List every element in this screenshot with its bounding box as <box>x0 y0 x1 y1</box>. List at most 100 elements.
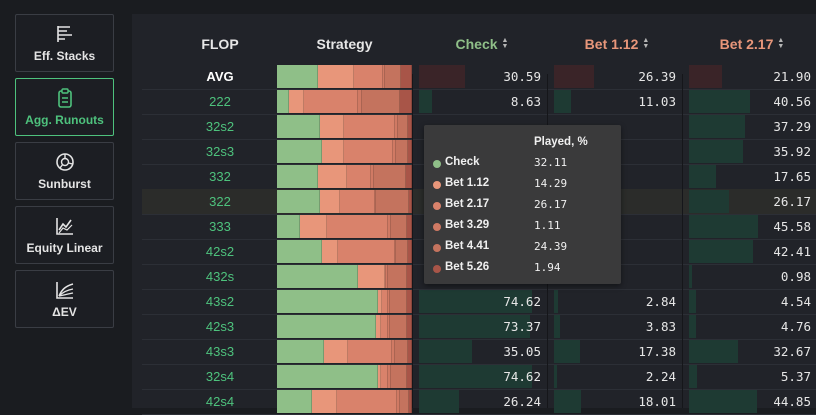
strategy-bar[interactable] <box>277 315 412 338</box>
value-bar <box>689 315 697 338</box>
value-bar <box>689 340 739 363</box>
strategy-bar[interactable] <box>277 65 412 88</box>
strategy-segment <box>397 115 409 138</box>
strategy-segment <box>383 65 385 88</box>
value-text: 74.62 <box>503 369 541 384</box>
strategy-segment <box>317 165 348 188</box>
bet2-cell: 35.92 <box>687 139 816 164</box>
tooltip-value: 32.11 <box>534 156 568 169</box>
strategy-segment <box>321 240 338 263</box>
check-cell: 8.63 <box>417 89 547 114</box>
table-row[interactable]: 32s4 74.62 2.24 5.37 <box>142 364 816 390</box>
table-row[interactable]: 332 17.65 <box>142 164 816 190</box>
value-text: 4.54 <box>780 294 811 309</box>
strategy-bar[interactable] <box>277 190 412 213</box>
value-bar <box>419 365 532 388</box>
bet1-cell: 11.03 <box>552 89 682 114</box>
average-row[interactable]: AVG 30.59 26.39 21.90 <box>142 64 816 90</box>
strategy-segment <box>397 390 400 413</box>
strategy-segment <box>376 190 410 213</box>
table-row[interactable]: 32s3 35.92 <box>142 139 816 165</box>
strategy-segment <box>408 240 412 263</box>
strategy-segment <box>344 140 393 163</box>
sidebar-item-eff-stacks[interactable]: Eff. Stacks <box>15 14 114 72</box>
legend-dot-icon <box>433 202 441 210</box>
tooltip-header: Played, % <box>534 136 588 148</box>
table-row[interactable]: 42s4 26.24 18.01 44.85 <box>142 389 816 415</box>
table-row[interactable]: 432s 0.98 <box>142 264 816 290</box>
strategy-segment <box>407 215 412 238</box>
strategy-bar[interactable] <box>277 265 412 288</box>
sidebar-item-label: ΔEV <box>52 305 77 319</box>
header-bet-2-17[interactable]: Bet 2.17 ▲ ▼ <box>719 36 785 52</box>
column-divider <box>412 74 413 408</box>
tooltip-value: 26.17 <box>534 198 568 211</box>
tooltip-row: Bet 1.12 14.29 <box>433 177 613 197</box>
value-text: 17.65 <box>773 169 811 184</box>
tooltip-label: Bet 3.29 <box>445 219 490 231</box>
strategy-segment <box>321 140 345 163</box>
value-bar <box>419 90 433 113</box>
strategy-segment <box>406 290 412 313</box>
table-row[interactable]: 43s2 74.62 2.84 4.54 <box>142 289 816 315</box>
bet2-cell: 26.17 <box>687 189 816 214</box>
value-bar <box>554 65 594 88</box>
table-row[interactable]: 42s3 73.37 3.83 4.76 <box>142 314 816 340</box>
check-cell: 26.24 <box>417 389 547 414</box>
table-row[interactable]: 43s3 35.05 17.38 32.67 <box>142 339 816 365</box>
strategy-segment <box>384 65 402 88</box>
bet1-cell: 18.01 <box>552 389 682 414</box>
strategy-bar[interactable] <box>277 90 412 113</box>
legend-dot-icon <box>433 223 441 231</box>
strategy-bar[interactable] <box>277 290 412 313</box>
sidebar-item-equity-linear[interactable]: Equity Linear <box>15 206 114 264</box>
tooltip-value: 1.94 <box>534 261 561 274</box>
strategy-segment <box>312 390 337 413</box>
value-bar <box>554 290 559 313</box>
strategy-segment <box>320 190 340 213</box>
header-bet-1-12[interactable]: Bet 1.12 ▲ ▼ <box>584 36 650 52</box>
header-check[interactable]: Check ▲ ▼ <box>455 36 509 52</box>
check-cell: 73.37 <box>417 314 547 339</box>
strategy-segment <box>277 115 321 138</box>
strategy-bar[interactable] <box>277 215 412 238</box>
strategy-segment <box>277 265 358 288</box>
tooltip-label: Bet 2.17 <box>445 198 490 210</box>
bet2-cell: 0.98 <box>687 264 816 289</box>
tooltip-row: Bet 4.41 24.39 <box>433 240 613 260</box>
strategy-segment <box>394 115 398 138</box>
sidebar-item-agg-runouts[interactable]: Agg. Runouts <box>15 78 114 136</box>
strategy-segment <box>337 240 395 263</box>
sidebar-item-delta-ev[interactable]: ΔEV <box>15 270 114 328</box>
value-text: 2.24 <box>645 369 676 384</box>
strategy-bar[interactable] <box>277 140 412 163</box>
strategy-bar[interactable] <box>277 365 412 388</box>
tooltip-row: Bet 5.26 1.94 <box>433 261 613 281</box>
value-text: 45.58 <box>773 219 811 234</box>
strategy-bar[interactable] <box>277 115 412 138</box>
sidebar-item-sunburst[interactable]: Sunburst <box>15 142 114 200</box>
flop-cell: 333 <box>209 219 231 234</box>
tooltip-row: Bet 3.29 1.11 <box>433 219 613 239</box>
strategy-segment <box>377 290 382 313</box>
tooltip-label: Bet 1.12 <box>445 177 490 189</box>
strategy-bar[interactable] <box>277 165 412 188</box>
strategy-bar[interactable] <box>277 340 412 363</box>
strategy-segment <box>277 365 378 388</box>
value-text: 74.62 <box>503 294 541 309</box>
clipboard-icon <box>57 88 72 108</box>
table-row[interactable]: 333 45.58 <box>142 214 816 240</box>
strategy-bar[interactable] <box>277 390 412 413</box>
header-flop[interactable]: FLOP <box>201 36 239 52</box>
strategy-segment <box>386 265 388 288</box>
strategy-bar[interactable] <box>277 240 412 263</box>
table-row[interactable]: 222 8.63 11.03 40.56 <box>142 89 816 115</box>
flop-cell: 42s2 <box>205 244 235 259</box>
strategy-segment <box>277 390 313 413</box>
bet2-cell: 42.41 <box>687 239 816 264</box>
strategy-segment <box>385 265 387 288</box>
value-text: 35.92 <box>773 144 811 159</box>
strategy-segment <box>336 390 398 413</box>
value-text: 4.76 <box>780 319 811 334</box>
strategy-segment <box>399 390 410 413</box>
